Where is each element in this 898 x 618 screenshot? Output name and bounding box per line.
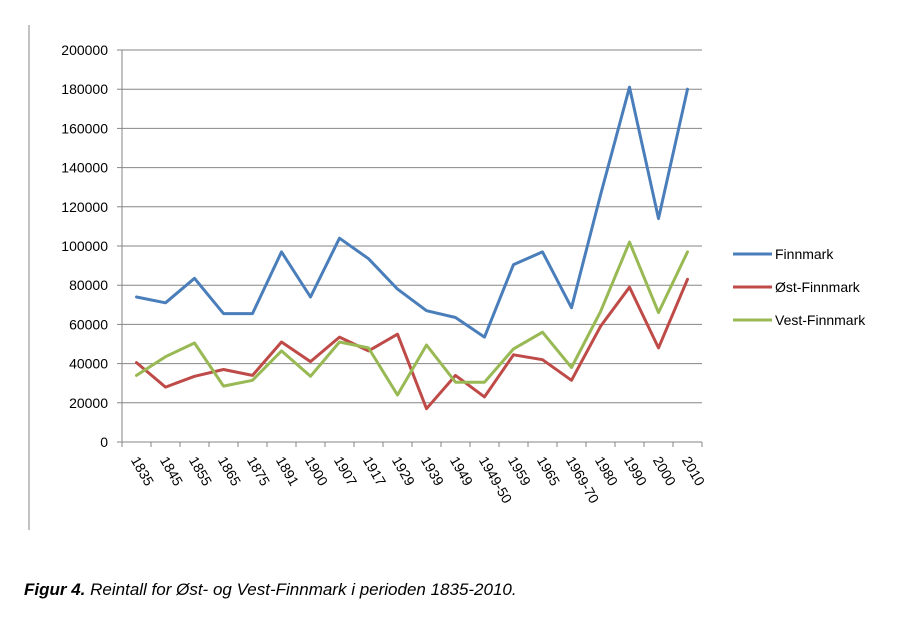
legend-label: Øst-Finnmark	[775, 279, 861, 295]
x-tick-label: 1965	[534, 454, 564, 489]
x-tick-label: 1845	[157, 454, 187, 489]
caption-text: Reintall for Øst- og Vest-Finnmark i per…	[85, 580, 517, 599]
legend: Finnmark Øst-Finnmark Vest-Finnmark	[733, 246, 866, 328]
x-tick-labels: 1835 1845 1855 1865 1875 1891 1900 1907 1917 1929…	[121, 442, 709, 506]
gridlines	[122, 49, 702, 404]
series-line	[135, 240, 689, 397]
x-tick-label: 1949	[447, 454, 477, 489]
y-tick-label: 40000	[69, 356, 108, 372]
y-tick-label: 180000	[61, 81, 108, 97]
x-tick-label: 1907	[331, 454, 361, 489]
x-tick-label: 1875	[244, 454, 274, 489]
x-tick-label: 1835	[128, 454, 158, 489]
x-tick-label: 1959	[505, 454, 535, 489]
x-tick-label: 1891	[273, 454, 303, 489]
y-tick-label: 100000	[61, 238, 108, 254]
y-tick-label: 20000	[69, 395, 108, 411]
x-tick-label: 1990	[621, 454, 651, 489]
legend-label: Finnmark	[775, 246, 834, 262]
y-tick-label: 200000	[61, 42, 108, 58]
y-tick-label: 80000	[69, 277, 108, 293]
x-tick-label: 1980	[592, 454, 622, 489]
x-tick-label: 1865	[215, 454, 245, 489]
x-tick-label: 2010	[679, 454, 709, 489]
x-tick-label: 1900	[302, 454, 332, 489]
y-tick-label: 120000	[61, 199, 108, 215]
x-tick-label: 2000	[650, 454, 680, 489]
figure-caption: Figur 4. Reintall for Øst- og Vest-Finnm…	[24, 580, 517, 600]
y-tick-label: 60000	[69, 316, 108, 332]
series-lines	[135, 85, 689, 411]
x-tick-label: 1929	[389, 454, 419, 489]
legend-label: Vest-Finnmark	[775, 312, 866, 328]
x-tick-label: 1855	[186, 454, 216, 489]
x-tick-label: 1939	[418, 454, 448, 489]
caption-label: Figur 4.	[24, 580, 86, 599]
y-tick-label: 160000	[61, 120, 108, 136]
series-line	[135, 85, 689, 339]
y-tick-label: 140000	[61, 160, 108, 176]
y-tick-labels: 2000001800001600001400001200001000008000…	[61, 42, 122, 450]
y-tick-label: 0	[100, 434, 108, 450]
x-tick-label: 1917	[360, 454, 390, 489]
